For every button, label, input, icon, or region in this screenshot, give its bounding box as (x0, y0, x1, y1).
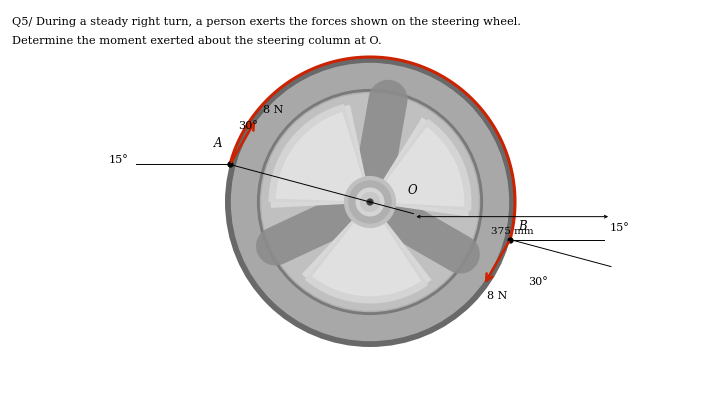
Circle shape (231, 63, 509, 341)
Circle shape (261, 93, 479, 311)
Circle shape (348, 180, 392, 224)
Wedge shape (269, 104, 370, 202)
Wedge shape (370, 118, 469, 216)
Circle shape (260, 92, 480, 312)
Wedge shape (370, 119, 472, 211)
Circle shape (344, 176, 396, 228)
Wedge shape (312, 202, 421, 296)
Circle shape (356, 188, 384, 217)
Text: 30°: 30° (528, 276, 548, 287)
Circle shape (257, 89, 483, 315)
Text: 8 N: 8 N (487, 291, 508, 301)
Wedge shape (370, 127, 464, 207)
Text: 15°: 15° (109, 155, 128, 166)
Circle shape (366, 198, 374, 206)
Text: A: A (213, 138, 222, 151)
Text: 30°: 30° (238, 121, 258, 131)
Text: O: O (408, 184, 418, 197)
Wedge shape (305, 202, 428, 304)
Text: 8 N: 8 N (263, 105, 283, 115)
Wedge shape (271, 105, 370, 207)
Wedge shape (302, 202, 431, 301)
Text: 15°: 15° (610, 223, 629, 232)
Text: Q5/ During a steady right turn, a person exerts the forces shown on the steering: Q5/ During a steady right turn, a person… (12, 17, 521, 27)
Text: B: B (518, 219, 527, 232)
Wedge shape (276, 112, 370, 202)
Text: 375 mm: 375 mm (491, 227, 534, 236)
Circle shape (369, 201, 372, 204)
Text: Determine the moment exerted about the steering column at O.: Determine the moment exerted about the s… (12, 36, 382, 46)
Circle shape (225, 57, 515, 347)
Circle shape (360, 192, 380, 212)
